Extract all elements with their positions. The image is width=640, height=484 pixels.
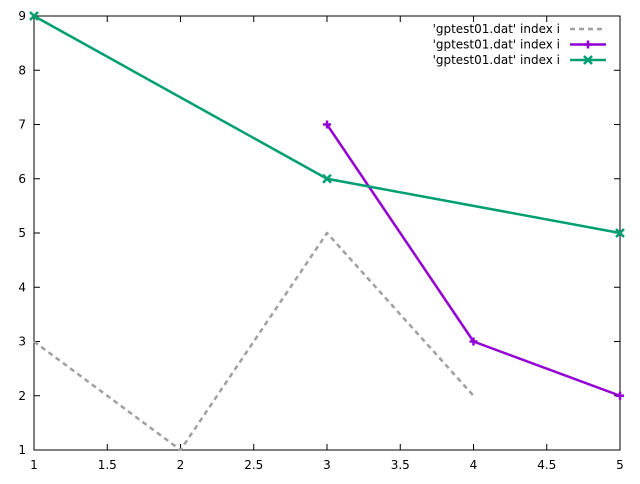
series-group bbox=[29, 11, 625, 452]
series-2-point bbox=[469, 337, 478, 346]
x-tick-label: 4.5 bbox=[537, 458, 556, 472]
x-tick-label: 3.5 bbox=[391, 458, 410, 472]
axes: 1 1.5 2 2.5 3 3.5 4 4.5 5 1 2 3 4 5 6 7 8 9 bbox=[18, 9, 623, 472]
y-tick-label: 2 bbox=[18, 389, 26, 403]
x-tick-label: 3 bbox=[323, 458, 331, 472]
x-tick-label: 1.5 bbox=[98, 458, 117, 472]
y-tick-label: 7 bbox=[18, 118, 26, 132]
x-tick-label: 1 bbox=[30, 458, 38, 472]
legend-marker-2 bbox=[584, 40, 592, 49]
y-tick-label: 1 bbox=[18, 443, 26, 457]
x-tick-label: 4 bbox=[470, 458, 478, 472]
series-line-1 bbox=[33, 231, 475, 452]
series-line-2 bbox=[325, 123, 621, 397]
y-tick-label: 6 bbox=[18, 172, 26, 186]
legend-label: 'gptest01.dat' index i bbox=[433, 53, 560, 67]
series-3-point bbox=[29, 11, 39, 21]
legend-label: 'gptest01.dat' index i bbox=[433, 38, 560, 52]
legend: 'gptest01.dat' index i'gptest01.dat' ind… bbox=[433, 22, 606, 67]
series-2-point bbox=[323, 120, 331, 129]
legend-marker-3 bbox=[583, 55, 593, 65]
x-tick-label: 2.5 bbox=[244, 458, 263, 472]
y-tick-label: 8 bbox=[18, 63, 26, 77]
y-tick-label: 3 bbox=[18, 335, 26, 349]
series-3-point bbox=[615, 228, 625, 238]
x-tick-label: 5 bbox=[616, 458, 624, 472]
y-tick-label: 5 bbox=[18, 226, 26, 240]
series-2-point bbox=[616, 391, 624, 400]
x-tick-label: 2 bbox=[177, 458, 185, 472]
y-tick-label: 9 bbox=[18, 9, 26, 23]
series-3-point bbox=[322, 173, 332, 184]
y-tick-label: 4 bbox=[18, 280, 26, 294]
legend-label: 'gptest01.dat' index i bbox=[433, 22, 560, 36]
